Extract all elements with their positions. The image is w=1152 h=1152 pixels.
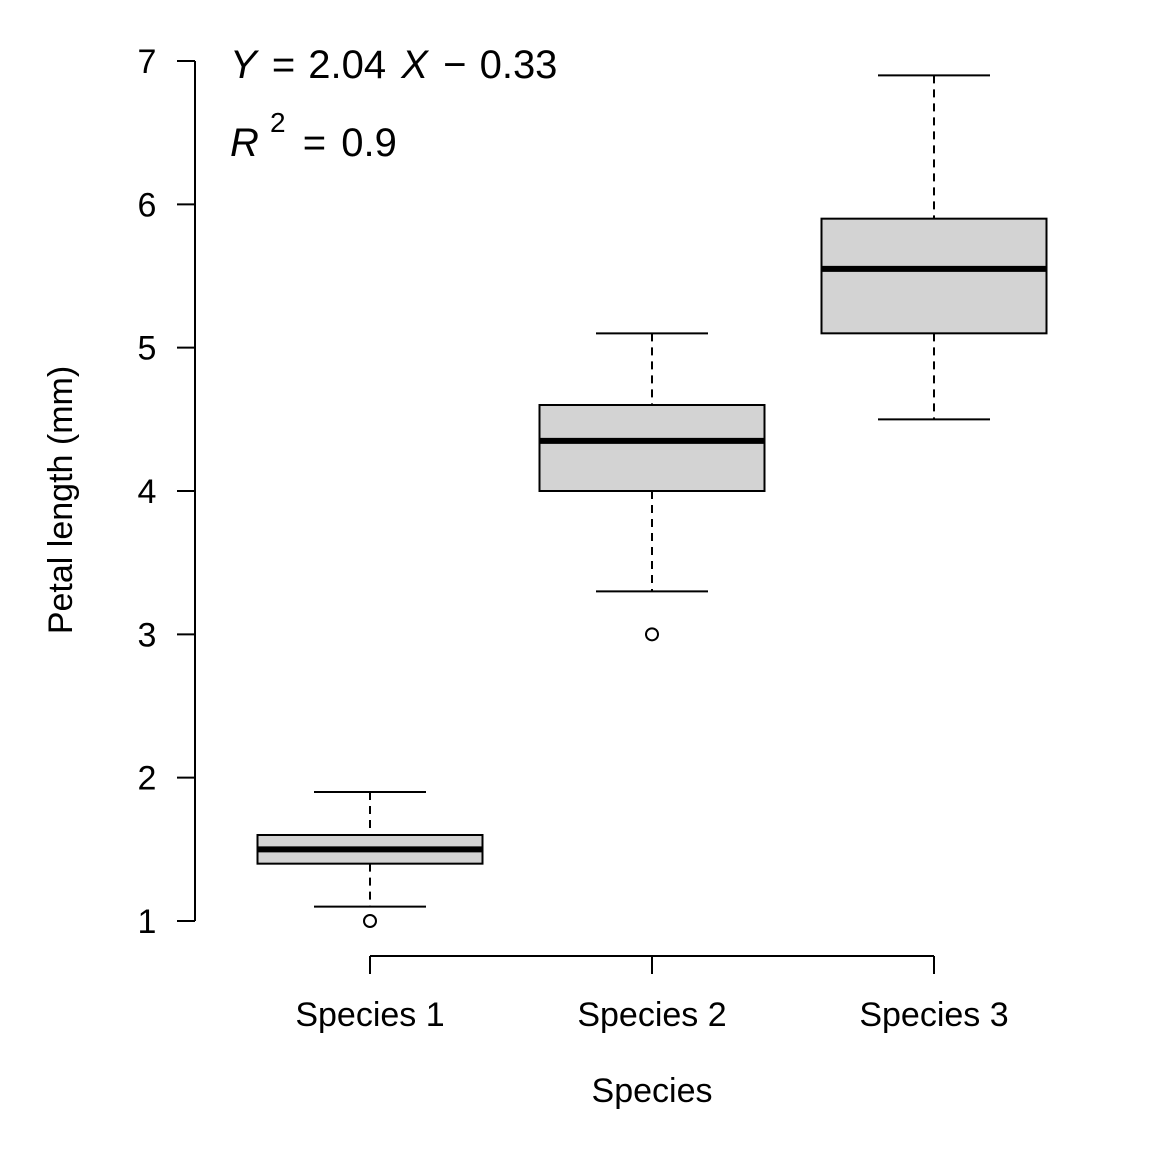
outlier-point bbox=[363, 914, 377, 928]
box-2 bbox=[538, 332, 766, 642]
r2-exp: 2 bbox=[270, 107, 286, 138]
r2-equals: = bbox=[303, 121, 326, 165]
y-axis: 1 2 3 4 5 6 7 bbox=[138, 43, 196, 941]
y-tick-label: 5 bbox=[138, 330, 157, 368]
eq-equals: = bbox=[272, 43, 295, 87]
r-squared: R 2 = 0.9 bbox=[230, 97, 397, 165]
x-axis-title: Species bbox=[592, 1072, 713, 1110]
x-axis: Species 1 Species 2 Species 3 bbox=[295, 955, 1009, 1034]
y-tick-label: 4 bbox=[138, 473, 157, 511]
eq-x-var: X bbox=[400, 43, 429, 87]
eq-minus: − bbox=[443, 43, 466, 87]
eq-intercept: 0.33 bbox=[480, 43, 558, 87]
x-tick-label: Species 3 bbox=[859, 996, 1008, 1034]
iqr-box bbox=[820, 217, 1048, 335]
boxes bbox=[256, 74, 1048, 928]
r2-value: 0.9 bbox=[341, 121, 397, 165]
iqr-box bbox=[538, 404, 766, 492]
outlier-point bbox=[645, 627, 659, 642]
y-tick-label: 7 bbox=[138, 43, 157, 81]
y-tick-label: 3 bbox=[138, 616, 157, 654]
y-tick-label: 2 bbox=[138, 760, 157, 798]
x-tick-label: Species 1 bbox=[295, 996, 444, 1034]
eq-y-var: Y bbox=[230, 43, 260, 87]
r2-var: R bbox=[230, 121, 259, 165]
box-3 bbox=[820, 74, 1048, 421]
y-tick-label: 1 bbox=[138, 903, 157, 941]
x-tick-label: Species 2 bbox=[577, 996, 726, 1034]
y-axis-title: Petal length (mm) bbox=[42, 366, 80, 634]
y-tick-label: 6 bbox=[138, 186, 157, 224]
eq-slope: 2.04 bbox=[308, 43, 386, 87]
regression-equation: Y = 2.04 X − 0.33 bbox=[230, 43, 557, 87]
box-1 bbox=[256, 791, 484, 928]
